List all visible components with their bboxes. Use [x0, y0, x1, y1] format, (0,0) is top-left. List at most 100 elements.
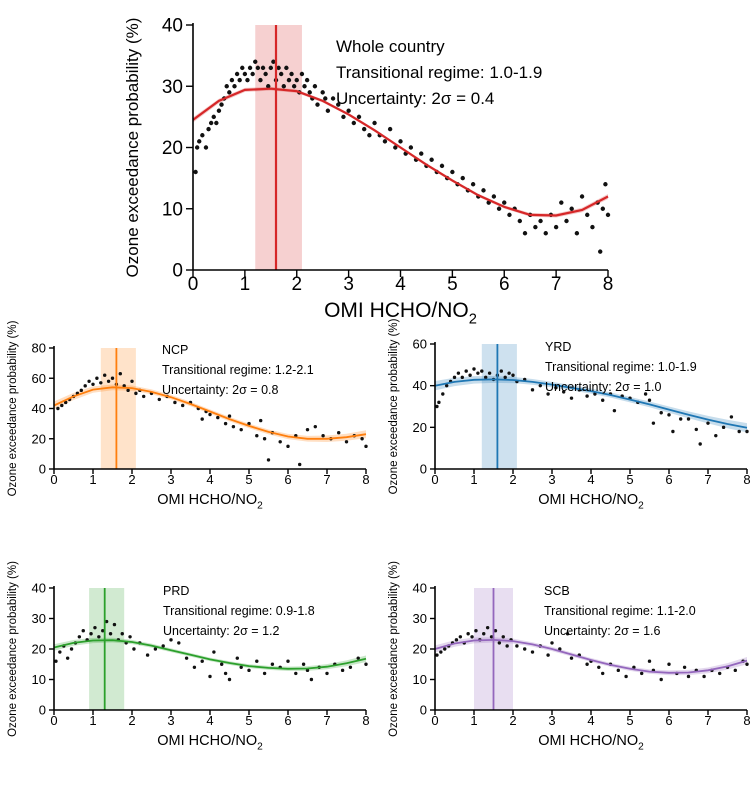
data-point [289, 71, 294, 77]
data-point [659, 411, 663, 415]
data-point [593, 392, 597, 396]
data-point [341, 114, 346, 120]
data-point [247, 421, 251, 426]
data-point [574, 231, 580, 236]
data-point [445, 383, 449, 388]
data-point [259, 418, 263, 423]
data-point [597, 665, 601, 669]
data-point [565, 632, 570, 636]
data-point [237, 77, 242, 83]
data-point [522, 231, 528, 236]
y-tick-label: 0 [39, 703, 46, 718]
data-point [77, 635, 82, 639]
data-point [263, 71, 268, 77]
y-tick-label: 0 [39, 462, 46, 477]
data-point [260, 65, 266, 71]
data-point [733, 668, 737, 673]
data-point [468, 373, 472, 377]
data-point [193, 169, 198, 175]
data-point [302, 84, 307, 89]
region-label: NCP [162, 343, 188, 357]
data-point [227, 677, 232, 682]
data-point [530, 650, 535, 654]
data-point [387, 126, 393, 132]
fit-confidence-band [435, 376, 747, 433]
fit-curve [434, 378, 748, 429]
data-point [616, 668, 620, 673]
data-point [229, 77, 235, 83]
data-point [491, 194, 497, 199]
data-point [200, 659, 204, 663]
data-point [120, 632, 124, 636]
data-point [714, 433, 718, 438]
data-point [554, 386, 558, 390]
data-point [145, 653, 150, 657]
x-axis-title-main: OMI HCHO/NO [157, 733, 257, 749]
y-tick-label: 20 [162, 138, 183, 159]
data-point [208, 120, 214, 126]
data-point [729, 415, 734, 419]
y-tick-label: 10 [413, 672, 427, 687]
data-point [262, 671, 267, 676]
data-point [108, 632, 113, 636]
data-point [698, 442, 702, 446]
data-point [346, 108, 351, 113]
data-point [456, 371, 461, 375]
data-point [153, 647, 158, 651]
data-point [559, 200, 564, 205]
x-tick-label: 0 [50, 713, 57, 728]
x-tick-label: 3 [548, 472, 555, 487]
data-point [679, 417, 683, 421]
data-point [507, 212, 512, 218]
data-point [336, 102, 341, 107]
data-point [476, 371, 480, 375]
x-tick-label: 0 [50, 472, 57, 487]
data-point [294, 671, 298, 676]
data-point [507, 371, 511, 375]
data-point [493, 629, 498, 633]
data-point [130, 379, 134, 383]
data-point [232, 84, 237, 89]
x-tick-label: 7 [704, 713, 711, 728]
data-point [682, 665, 687, 669]
data-point [231, 424, 236, 429]
data-point [585, 394, 589, 398]
data-point [250, 71, 255, 77]
data-point [481, 188, 486, 193]
data-point [502, 200, 507, 205]
data-point [63, 400, 68, 405]
data-point [470, 182, 476, 187]
x-tick-label: 3 [343, 274, 354, 295]
data-point [647, 398, 652, 402]
y-tick-label: 40 [162, 16, 183, 37]
x-axis-title-subscript: 2 [469, 311, 477, 327]
data-point [101, 629, 105, 633]
data-point [278, 440, 282, 444]
data-point [330, 96, 336, 101]
data-point [95, 376, 99, 380]
data-point [585, 662, 589, 666]
chart-ncp: 0 1 2 3 4 5 6 7 8 0 20 40 60 80 OMI HCHO/NO2 Ozone exce… [0, 320, 378, 570]
data-point [367, 133, 372, 138]
data-point [496, 206, 502, 211]
x-tick-label: 5 [626, 713, 633, 728]
data-point [356, 656, 360, 660]
data-point [253, 59, 258, 64]
data-point [348, 665, 353, 669]
data-point [276, 65, 281, 71]
x-tick-label: 1 [240, 274, 251, 295]
data-point [307, 90, 312, 95]
data-point [106, 379, 111, 383]
data-point [344, 440, 349, 444]
x-tick-label: 1 [470, 713, 477, 728]
data-point [89, 632, 93, 636]
data-point [360, 437, 364, 441]
data-point [600, 206, 606, 211]
data-point [270, 662, 275, 666]
x-axis-title-main: OMI HCHO/NO [538, 733, 638, 749]
x-tick-label: 4 [395, 274, 406, 295]
x-axis-title: OMI HCHO/NO2 [538, 492, 644, 511]
y-tick-label: 20 [413, 420, 427, 435]
y-tick-label: 80 [32, 341, 46, 356]
data-point [590, 224, 595, 230]
